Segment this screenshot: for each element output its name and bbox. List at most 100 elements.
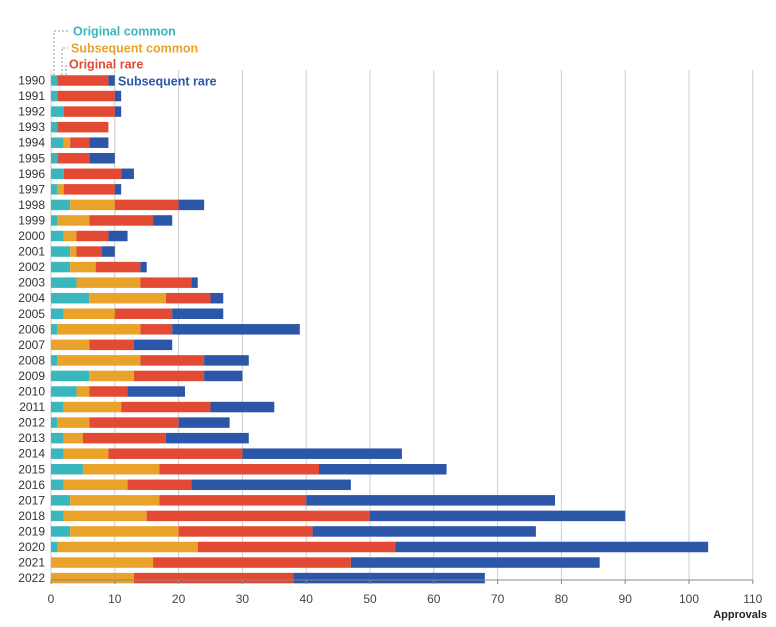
year-label: 2018 bbox=[18, 509, 45, 523]
bar-segment bbox=[51, 432, 64, 444]
bar-segment bbox=[63, 184, 115, 195]
year-label: 2015 bbox=[18, 462, 45, 476]
bar-segment bbox=[51, 526, 71, 537]
year-label: 2021 bbox=[18, 556, 45, 570]
bar-row bbox=[51, 495, 556, 506]
x-tick-label: 60 bbox=[427, 592, 441, 606]
bar-segment bbox=[51, 464, 83, 475]
bar-segment bbox=[63, 168, 122, 180]
bar-segment bbox=[51, 355, 58, 366]
bar-segment bbox=[63, 230, 77, 242]
bar-segment bbox=[51, 137, 64, 148]
bar-segment bbox=[57, 90, 115, 102]
bar-segment bbox=[63, 137, 71, 148]
bar-row bbox=[51, 401, 275, 413]
bar-segment bbox=[89, 339, 134, 351]
bar-segment bbox=[70, 495, 160, 506]
bar-row bbox=[51, 90, 122, 102]
year-label: 1998 bbox=[18, 198, 45, 212]
bar-row bbox=[51, 339, 173, 351]
year-label: 2008 bbox=[18, 353, 45, 367]
bar-segment bbox=[51, 370, 90, 382]
bar-row bbox=[51, 464, 447, 475]
bar-segment bbox=[153, 557, 351, 568]
bar-row bbox=[51, 479, 351, 491]
bar-segment bbox=[57, 121, 109, 133]
bar-row bbox=[51, 386, 185, 397]
bar-segment bbox=[51, 277, 77, 288]
bar-segment bbox=[395, 541, 709, 553]
bar-segment bbox=[178, 417, 230, 428]
bar-segment bbox=[133, 370, 205, 382]
bar-row bbox=[51, 230, 128, 242]
bar-segment bbox=[172, 324, 300, 335]
bar-row bbox=[51, 184, 122, 195]
bar-segment bbox=[89, 370, 134, 382]
bar-row bbox=[51, 541, 709, 553]
bar-segment bbox=[51, 184, 58, 195]
bar-segment bbox=[51, 448, 64, 459]
bar-segment bbox=[63, 448, 109, 459]
year-label: 1991 bbox=[18, 89, 45, 103]
year-label: 2020 bbox=[18, 540, 45, 554]
bar-segment bbox=[51, 541, 58, 553]
bar-row bbox=[51, 137, 109, 148]
bar-segment bbox=[70, 261, 96, 273]
year-label: 2003 bbox=[18, 276, 45, 290]
bar-segment bbox=[108, 230, 128, 242]
year-label: 2014 bbox=[18, 447, 45, 461]
bar-segment bbox=[70, 246, 77, 257]
year-label: 2009 bbox=[18, 369, 45, 383]
bar-segment bbox=[293, 572, 485, 584]
bar-segment bbox=[51, 261, 71, 273]
bar-segment bbox=[76, 277, 141, 288]
bar-segment bbox=[51, 401, 64, 413]
year-label: 2010 bbox=[18, 385, 45, 399]
bar-row bbox=[51, 199, 205, 211]
bar-segment bbox=[82, 432, 166, 444]
bar-segment bbox=[51, 106, 64, 117]
x-tick-label: 100 bbox=[679, 592, 699, 606]
bar-segment bbox=[51, 168, 64, 180]
bar-row bbox=[51, 121, 109, 133]
bars bbox=[51, 75, 709, 584]
year-label: 1999 bbox=[18, 213, 45, 227]
bar-segment bbox=[51, 417, 58, 428]
bar-segment bbox=[51, 308, 64, 319]
bar-segment bbox=[76, 246, 103, 257]
bar-segment bbox=[63, 479, 128, 491]
bar-segment bbox=[127, 386, 185, 397]
year-label: 2005 bbox=[18, 307, 45, 321]
bar-segment bbox=[89, 137, 109, 148]
bar-segment bbox=[178, 526, 313, 537]
bar-row bbox=[51, 277, 198, 288]
year-label: 2002 bbox=[18, 260, 45, 274]
bar-segment bbox=[57, 184, 64, 195]
bar-segment bbox=[172, 308, 224, 319]
year-label: 1990 bbox=[18, 74, 45, 88]
bar-segment bbox=[197, 541, 396, 553]
bar-segment bbox=[133, 572, 294, 584]
bar-segment bbox=[370, 510, 626, 522]
bar-row bbox=[51, 292, 224, 304]
bar-segment bbox=[159, 495, 307, 506]
bar-row bbox=[51, 448, 402, 459]
bar-segment bbox=[57, 541, 198, 553]
year-label: 2006 bbox=[18, 322, 45, 336]
year-label: 2022 bbox=[18, 571, 45, 585]
bar-segment bbox=[102, 246, 115, 257]
bar-segment bbox=[51, 199, 71, 211]
bar-segment bbox=[95, 261, 141, 273]
bar-segment bbox=[57, 215, 90, 226]
x-tick-label: 80 bbox=[555, 592, 569, 606]
bar-segment bbox=[191, 277, 198, 288]
bar-segment bbox=[51, 339, 90, 351]
year-label: 2007 bbox=[18, 338, 45, 352]
bar-segment bbox=[51, 510, 64, 522]
bar-segment bbox=[51, 479, 64, 491]
bar-segment bbox=[63, 432, 83, 444]
bar-segment bbox=[63, 106, 115, 117]
year-label: 2016 bbox=[18, 478, 45, 492]
bar-segment bbox=[204, 355, 249, 366]
